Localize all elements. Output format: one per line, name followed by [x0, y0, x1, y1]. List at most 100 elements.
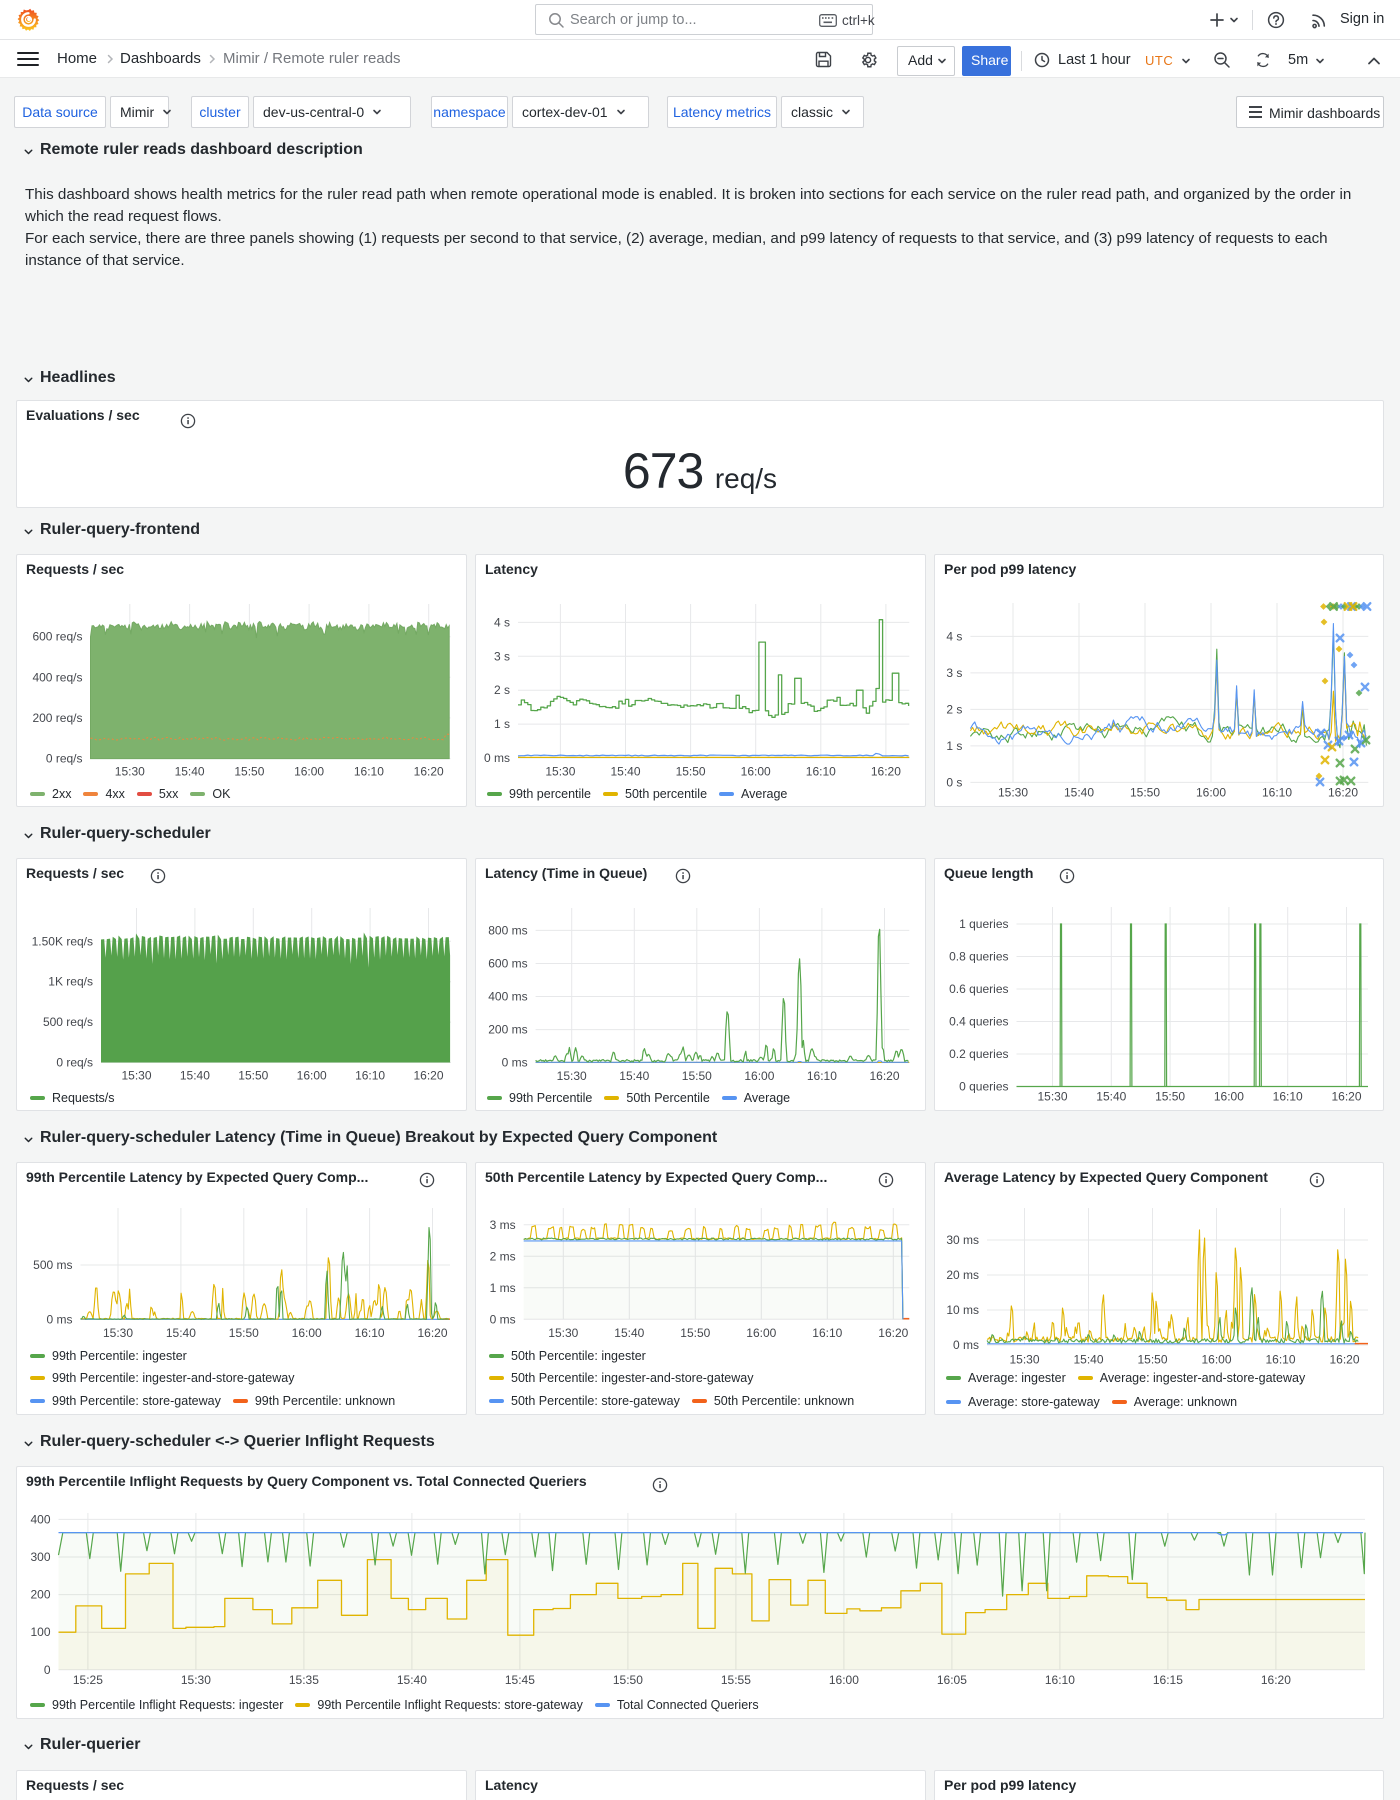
svg-text:2 s: 2 s [946, 702, 962, 716]
svg-text:16:10: 16:10 [355, 1069, 385, 1083]
svg-text:0.2 queries: 0.2 queries [949, 1047, 1008, 1061]
svg-text:100: 100 [30, 1625, 50, 1639]
svg-text:16:10: 16:10 [807, 1069, 837, 1083]
svg-text:16:20: 16:20 [871, 765, 901, 779]
svg-text:0 ms: 0 ms [502, 1056, 528, 1070]
svg-text:16:00: 16:00 [829, 1673, 859, 1687]
svg-text:16:15: 16:15 [1153, 1673, 1183, 1687]
svg-text:16:20: 16:20 [1329, 1353, 1359, 1367]
svg-text:15:30: 15:30 [557, 1069, 587, 1083]
svg-text:0.6 queries: 0.6 queries [949, 982, 1008, 996]
svg-text:3 s: 3 s [494, 649, 510, 663]
svg-text:400: 400 [30, 1512, 50, 1526]
svg-text:400 ms: 400 ms [488, 990, 527, 1004]
svg-text:16:20: 16:20 [1328, 785, 1358, 799]
svg-text:0 ms: 0 ms [490, 1312, 516, 1326]
svg-text:16:00: 16:00 [744, 1069, 774, 1083]
svg-text:15:40: 15:40 [1064, 785, 1094, 799]
svg-text:16:10: 16:10 [1273, 1090, 1303, 1104]
svg-text:15:50: 15:50 [676, 765, 706, 779]
svg-text:200 req/s: 200 req/s [32, 711, 82, 725]
svg-text:16:10: 16:10 [354, 765, 384, 779]
svg-text:4 s: 4 s [494, 615, 510, 629]
svg-text:300: 300 [30, 1550, 50, 1564]
svg-text:15:55: 15:55 [721, 1673, 751, 1687]
svg-text:1K req/s: 1K req/s [48, 975, 93, 989]
svg-text:15:40: 15:40 [166, 1326, 196, 1340]
svg-text:0 ms: 0 ms [953, 1338, 979, 1352]
svg-text:16:20: 16:20 [869, 1069, 899, 1083]
svg-text:16:00: 16:00 [294, 765, 324, 779]
svg-text:16:00: 16:00 [741, 765, 771, 779]
svg-text:600 ms: 600 ms [488, 957, 527, 971]
svg-text:16:00: 16:00 [292, 1326, 322, 1340]
svg-text:3 ms: 3 ms [490, 1218, 516, 1232]
svg-text:10 ms: 10 ms [946, 1303, 979, 1317]
svg-text:15:35: 15:35 [289, 1673, 319, 1687]
svg-text:16:20: 16:20 [413, 1069, 443, 1083]
svg-text:15:50: 15:50 [1137, 1353, 1167, 1367]
svg-text:0 req/s: 0 req/s [46, 752, 83, 766]
svg-text:0 req/s: 0 req/s [56, 1056, 93, 1070]
svg-text:15:40: 15:40 [610, 765, 640, 779]
svg-text:16:20: 16:20 [878, 1326, 908, 1340]
svg-text:15:30: 15:30 [121, 1069, 151, 1083]
svg-text:16:00: 16:00 [746, 1326, 776, 1340]
svg-text:15:30: 15:30 [1037, 1090, 1067, 1104]
svg-text:15:40: 15:40 [175, 765, 205, 779]
svg-text:16:10: 16:10 [1265, 1353, 1295, 1367]
svg-text:15:40: 15:40 [180, 1069, 210, 1083]
svg-text:15:30: 15:30 [545, 765, 575, 779]
svg-text:4 s: 4 s [946, 629, 962, 643]
svg-text:16:10: 16:10 [1045, 1673, 1075, 1687]
svg-text:16:20: 16:20 [1261, 1673, 1291, 1687]
svg-text:15:30: 15:30 [115, 765, 145, 779]
svg-text:15:30: 15:30 [1009, 1353, 1039, 1367]
svg-text:16:00: 16:00 [1214, 1090, 1244, 1104]
svg-text:15:50: 15:50 [682, 1069, 712, 1083]
svg-text:15:45: 15:45 [505, 1673, 535, 1687]
svg-text:16:20: 16:20 [417, 1326, 447, 1340]
svg-text:200 ms: 200 ms [488, 1023, 527, 1037]
svg-text:800 ms: 800 ms [488, 923, 527, 937]
svg-text:0 ms: 0 ms [46, 1313, 72, 1327]
svg-text:30 ms: 30 ms [946, 1233, 979, 1247]
svg-text:15:40: 15:40 [1096, 1090, 1126, 1104]
svg-text:1 ms: 1 ms [490, 1281, 516, 1295]
svg-text:20 ms: 20 ms [946, 1268, 979, 1282]
svg-text:16:20: 16:20 [414, 765, 444, 779]
svg-text:15:30: 15:30 [181, 1673, 211, 1687]
svg-text:15:30: 15:30 [548, 1326, 578, 1340]
svg-text:200: 200 [30, 1588, 50, 1602]
svg-text:16:00: 16:00 [1196, 785, 1226, 799]
svg-text:16:20: 16:20 [1331, 1090, 1361, 1104]
svg-text:0 ms: 0 ms [484, 751, 510, 765]
svg-text:1 queries: 1 queries [959, 917, 1008, 931]
svg-text:400 req/s: 400 req/s [32, 670, 82, 684]
svg-text:15:50: 15:50 [229, 1326, 259, 1340]
svg-text:0 queries: 0 queries [959, 1080, 1008, 1094]
svg-text:500 req/s: 500 req/s [43, 1015, 93, 1029]
svg-text:16:10: 16:10 [355, 1326, 385, 1340]
svg-text:15:50: 15:50 [1130, 785, 1160, 799]
svg-text:15:30: 15:30 [998, 785, 1028, 799]
svg-text:1.50K req/s: 1.50K req/s [32, 934, 93, 948]
svg-text:15:50: 15:50 [238, 1069, 268, 1083]
svg-text:15:50: 15:50 [234, 765, 264, 779]
svg-text:0.8 queries: 0.8 queries [949, 950, 1008, 964]
svg-text:3 s: 3 s [946, 666, 962, 680]
svg-text:16:00: 16:00 [1201, 1353, 1231, 1367]
svg-text:15:40: 15:40 [1073, 1353, 1103, 1367]
svg-text:500 ms: 500 ms [33, 1258, 72, 1272]
svg-text:15:50: 15:50 [1155, 1090, 1185, 1104]
svg-text:15:50: 15:50 [680, 1326, 710, 1340]
svg-text:16:10: 16:10 [806, 765, 836, 779]
svg-text:15:30: 15:30 [103, 1326, 133, 1340]
svg-text:15:25: 15:25 [73, 1673, 103, 1687]
svg-text:16:05: 16:05 [937, 1673, 967, 1687]
svg-text:1 s: 1 s [946, 739, 962, 753]
svg-text:15:40: 15:40 [397, 1673, 427, 1687]
svg-text:16:00: 16:00 [297, 1069, 327, 1083]
svg-text:600 req/s: 600 req/s [32, 630, 82, 644]
svg-text:16:10: 16:10 [1262, 785, 1292, 799]
